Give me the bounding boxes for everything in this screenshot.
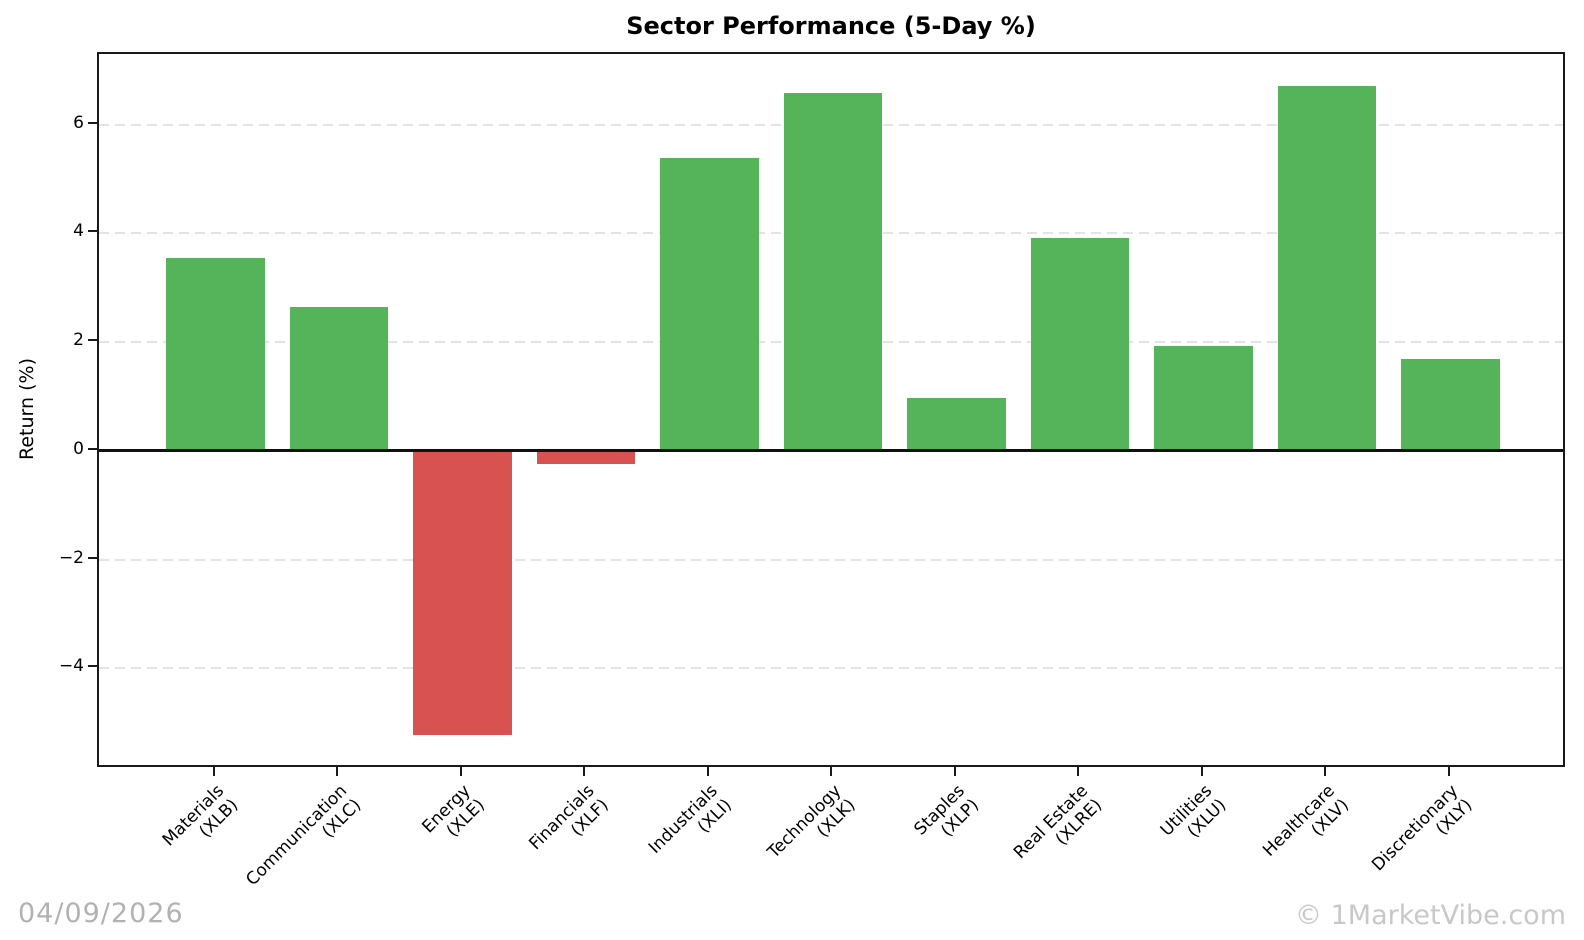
y-tick-mark <box>88 230 97 233</box>
x-category-label: Utilities (XLU) <box>1156 781 1230 855</box>
x-tick-mark <box>583 767 585 776</box>
x-tick-mark <box>1200 767 1203 776</box>
bar-healthcare <box>1277 85 1377 451</box>
y-tick-label: 6 <box>73 112 84 133</box>
y-tick-mark <box>88 665 97 668</box>
y-tick-mark <box>88 121 97 124</box>
x-category-label: Real Estate (XLRE) <box>1010 781 1106 877</box>
x-category-label: Technology (XLK) <box>764 781 860 877</box>
x-category-label: Staples (XLP) <box>910 781 983 854</box>
x-category-label: Industrials (XLI) <box>645 781 736 872</box>
bar-financials <box>536 450 636 465</box>
x-tick-mark <box>830 767 832 776</box>
gridline-y-2 <box>99 558 1563 561</box>
gridline-y-4 <box>99 667 1563 670</box>
bar-real-estate <box>1030 237 1130 451</box>
x-category-label: Healthcare (XLV) <box>1259 781 1353 875</box>
bar-materials <box>166 257 265 451</box>
y-tick-label: 2 <box>73 330 84 351</box>
y-tick-label: −2 <box>58 547 84 568</box>
x-tick-mark <box>706 767 709 776</box>
zero-baseline <box>99 449 1563 453</box>
x-category-label: Materials (XLB) <box>158 781 241 864</box>
y-tick-label: 0 <box>73 438 84 459</box>
chart-title: Sector Performance (5-Day %) <box>626 12 1036 40</box>
date-stamp: 04/09/2026 <box>18 898 184 929</box>
x-tick-mark <box>459 767 462 776</box>
y-tick-label: 4 <box>73 221 84 242</box>
x-tick-mark <box>1324 767 1326 776</box>
bar-technology <box>783 93 883 451</box>
y-tick-mark <box>88 447 97 450</box>
x-category-label: Financials (XLF) <box>525 781 612 868</box>
x-category-label: Energy (XLE) <box>418 781 488 851</box>
x-tick-mark <box>1077 767 1079 776</box>
x-tick-mark <box>953 767 956 776</box>
x-tick-mark <box>1447 767 1450 776</box>
bar-energy <box>413 450 512 735</box>
x-category-label: Discretionary (XLY) <box>1369 781 1477 889</box>
x-category-label: Communication (XLC) <box>242 781 365 904</box>
bar-industrials <box>660 158 759 451</box>
watermark-credit: © 1MarketVibe.com <box>1295 900 1566 931</box>
bar-discretionary <box>1401 359 1500 451</box>
y-tick-label: −4 <box>58 656 84 677</box>
x-tick-mark <box>336 767 338 776</box>
y-tick-mark <box>88 339 97 342</box>
plot-area <box>97 52 1565 767</box>
bar-communication <box>289 306 389 451</box>
bar-staples <box>907 398 1006 451</box>
x-tick-mark <box>212 767 215 776</box>
y-tick-mark <box>88 556 97 559</box>
bar-utilities <box>1154 345 1253 451</box>
